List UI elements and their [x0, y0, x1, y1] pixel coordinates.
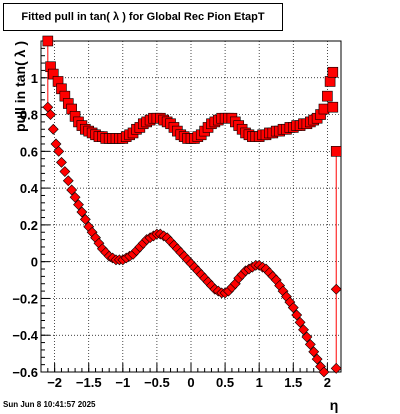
y-tick-label: 1 — [31, 71, 38, 86]
diamond-marker — [330, 362, 342, 374]
diamond-marker — [291, 309, 303, 321]
x-tick-label: −1 — [115, 375, 130, 390]
diamond-marker — [330, 283, 342, 295]
x-tick-label: −2 — [47, 375, 62, 390]
x-tick-label: 2 — [324, 375, 331, 390]
x-tick-label: 0.5 — [216, 375, 234, 390]
y-tick-label: 0.4 — [20, 181, 39, 196]
diamond-marker — [318, 366, 330, 378]
square-marker — [322, 90, 333, 102]
x-tick-label: 1.5 — [284, 375, 302, 390]
x-tick-label: 0 — [187, 375, 194, 390]
diamond-marker — [59, 166, 71, 177]
chart-title: Fitted pull in tan( λ ) for Global Rec P… — [3, 3, 283, 31]
diamond-marker — [304, 338, 316, 350]
diamond-marker — [298, 324, 309, 336]
x-tick-labels: −2 −1.5 −1 −0.5 0 0.5 1 1.5 2 — [47, 375, 331, 390]
diamond-marker — [47, 123, 59, 135]
y-tick-label: −0.2 — [12, 291, 38, 306]
diamond-marker — [308, 346, 320, 358]
x-axis-title: η — [330, 397, 339, 413]
y-tick-labels: −0.6 −0.4 −0.2 0 0.2 0.4 0.6 0.8 1 — [12, 71, 38, 380]
diamond-marker — [56, 156, 67, 168]
diamond-marker — [73, 199, 84, 211]
y-tick-label: 0.6 — [20, 144, 38, 159]
diamond-marker — [66, 184, 78, 196]
square-marker — [324, 76, 336, 87]
x-tick-label: 1 — [256, 375, 263, 390]
diamond-marker — [294, 316, 306, 328]
diamond-marker — [79, 213, 91, 225]
diamond-marker — [53, 145, 65, 157]
square-marker — [330, 146, 342, 157]
diamond-marker — [45, 109, 56, 120]
diamond-marker — [311, 353, 323, 365]
square-marker — [318, 103, 330, 115]
y-axis-title: pull in tan( λ ) — [12, 41, 28, 132]
y-tick-label: 0.2 — [20, 218, 38, 233]
x-tick-label: −1.5 — [76, 375, 102, 390]
x-tick-label: −0.5 — [144, 375, 170, 390]
y-tick-label: 0 — [31, 255, 38, 270]
square-marker — [327, 66, 339, 78]
y-tick-label: −0.4 — [12, 328, 38, 343]
square-marker — [327, 101, 339, 113]
diamond-marker — [76, 206, 88, 218]
diamond-marker — [69, 191, 81, 203]
y-tick-label: 0.8 — [20, 108, 38, 123]
diamond-marker — [301, 331, 313, 343]
series-points — [42, 35, 342, 378]
diamond-marker — [287, 302, 299, 314]
timestamp-label: Sun Jun 8 10:41:57 2025 — [3, 400, 96, 409]
diamond-marker — [62, 175, 74, 187]
y-tick-label: −0.6 — [12, 365, 38, 380]
square-marker — [42, 35, 54, 47]
series-lines — [47, 41, 337, 369]
